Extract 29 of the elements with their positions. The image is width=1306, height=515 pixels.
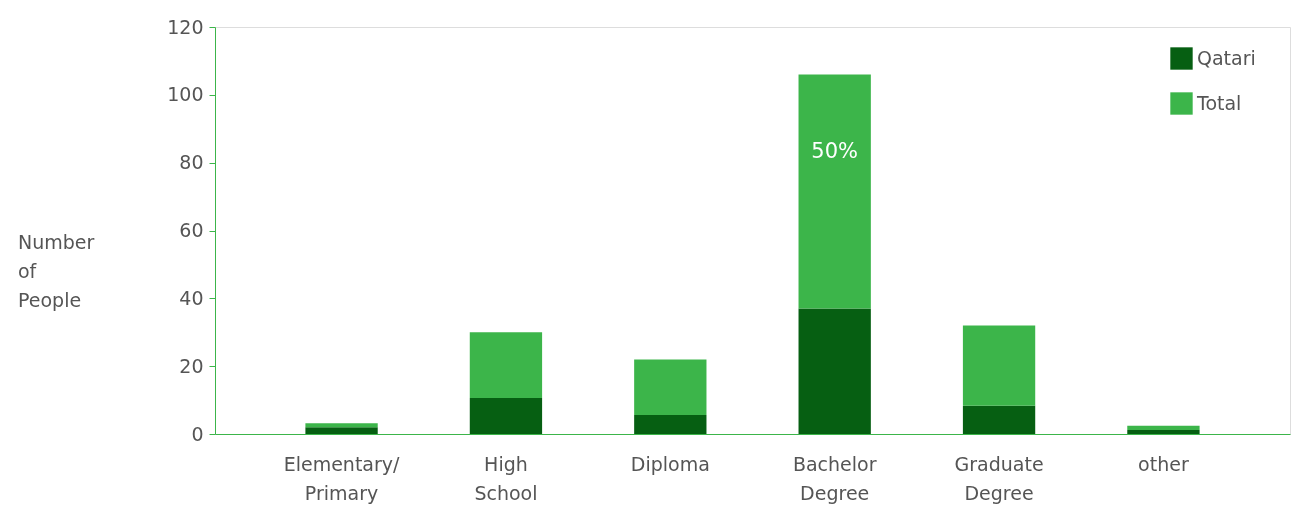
legend-label: Total	[1196, 91, 1242, 114]
y-tick-label: 0	[191, 422, 204, 445]
bar	[798, 74, 871, 309]
bar	[1127, 429, 1200, 434]
bar	[798, 308, 871, 434]
x-tick-label: Bachelor Degree	[792, 453, 877, 504]
x-tick-label: other	[1138, 453, 1189, 475]
bar	[469, 332, 543, 399]
y-axis-title: Number of People	[18, 230, 95, 311]
annotation: 50%	[811, 138, 859, 163]
y-tick-label: 40	[179, 286, 204, 309]
x-tick-label: High School	[474, 453, 538, 504]
bar	[1127, 425, 1200, 430]
bar	[634, 415, 707, 434]
bar	[305, 423, 378, 428]
legend-label: Qatari	[1197, 46, 1256, 69]
bar	[634, 359, 707, 416]
y-tick-label: 60	[179, 219, 204, 241]
y-tick-label: 120	[167, 15, 204, 38]
x-tick-label: Elementary/ Primary	[283, 453, 401, 504]
bar	[962, 405, 1036, 434]
bar	[305, 427, 378, 434]
x-tick-label: Graduate Degree	[954, 453, 1044, 504]
bar	[469, 398, 543, 434]
y-tick-label: 20	[179, 354, 204, 377]
bar	[962, 325, 1036, 406]
x-tick-label: Diploma	[630, 453, 710, 475]
y-tick-label: 80	[179, 151, 204, 174]
y-tick-label: 100	[167, 83, 204, 106]
